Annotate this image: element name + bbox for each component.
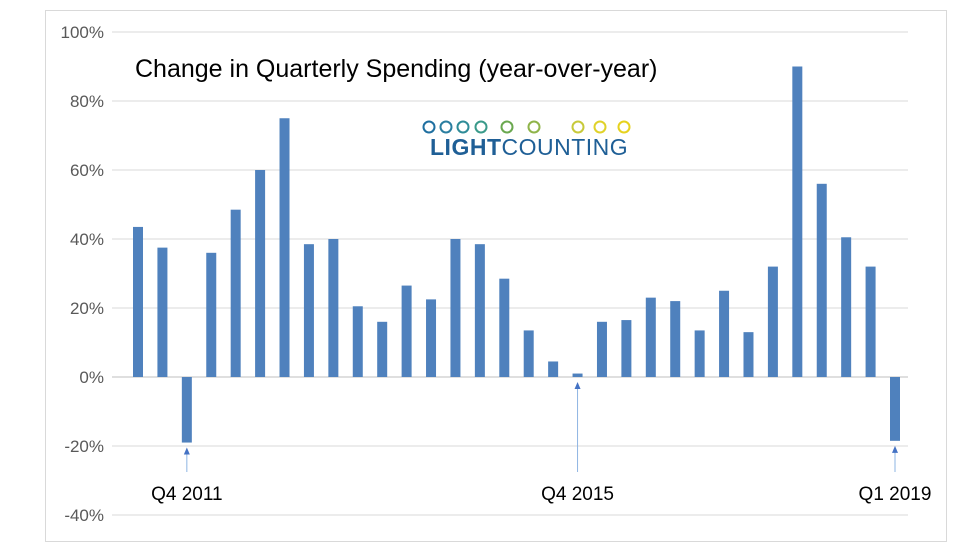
- y-tick-label: 0%: [79, 368, 104, 387]
- bar: [767, 266, 778, 377]
- annotation-label: Q4 2015: [541, 484, 614, 505]
- logo-dot: [474, 120, 488, 134]
- y-tick-label: 60%: [70, 161, 104, 180]
- bar: [157, 247, 168, 377]
- bar: [645, 297, 656, 377]
- logo-dot: [617, 120, 631, 134]
- bar: [230, 209, 241, 377]
- bar: [450, 239, 461, 377]
- bar: [816, 183, 827, 377]
- bar: [181, 377, 192, 443]
- bar: [255, 170, 266, 377]
- bar: [474, 244, 485, 377]
- bar: [548, 361, 559, 377]
- arrow-up-icon: [574, 382, 581, 389]
- bar: [572, 373, 583, 377]
- bar: [743, 332, 754, 377]
- bar: [499, 278, 510, 377]
- chart-title: Change in Quarterly Spending (year-over-…: [135, 55, 657, 83]
- bar: [694, 330, 705, 377]
- svg-text:LIGHTCOUNTING: LIGHTCOUNTING: [430, 134, 628, 160]
- y-tick-label: 40%: [70, 230, 104, 249]
- bar: [792, 66, 803, 377]
- y-tick-label: 20%: [70, 299, 104, 318]
- bar: [303, 244, 314, 377]
- annotation-label: Q4 2011: [151, 484, 222, 505]
- logo-dot: [500, 120, 514, 134]
- logo-dot: [527, 120, 541, 134]
- y-tick-label: -40%: [64, 506, 104, 525]
- bar: [328, 239, 339, 377]
- bar: [596, 321, 607, 377]
- annotation-label: Q1 2019: [859, 484, 932, 505]
- arrow-up-icon: [892, 445, 898, 453]
- logo-dot: [439, 120, 453, 134]
- lightcounting-logo: LIGHTCOUNTING: [422, 120, 636, 160]
- y-tick-label: -20%: [64, 437, 104, 456]
- bar: [401, 285, 412, 377]
- bar: [352, 306, 363, 377]
- bar: [670, 301, 681, 377]
- logo-dot: [456, 120, 470, 134]
- bar: [279, 118, 290, 377]
- bar: [890, 377, 900, 441]
- bar: [426, 299, 437, 377]
- bar: [133, 226, 143, 377]
- arrow-up-icon: [183, 447, 190, 455]
- logo-dot: [571, 120, 585, 134]
- bar: [377, 321, 388, 377]
- bar: [523, 330, 534, 377]
- bar: [865, 266, 876, 377]
- bar: [841, 237, 852, 377]
- bar: [621, 320, 632, 377]
- logo-dot: [593, 120, 607, 134]
- bar: [719, 290, 730, 377]
- bar: [206, 252, 217, 377]
- logo-dot: [422, 120, 436, 134]
- y-tick-label: 100%: [61, 23, 104, 42]
- y-tick-label: 80%: [70, 92, 104, 111]
- chart-frame: [45, 10, 947, 542]
